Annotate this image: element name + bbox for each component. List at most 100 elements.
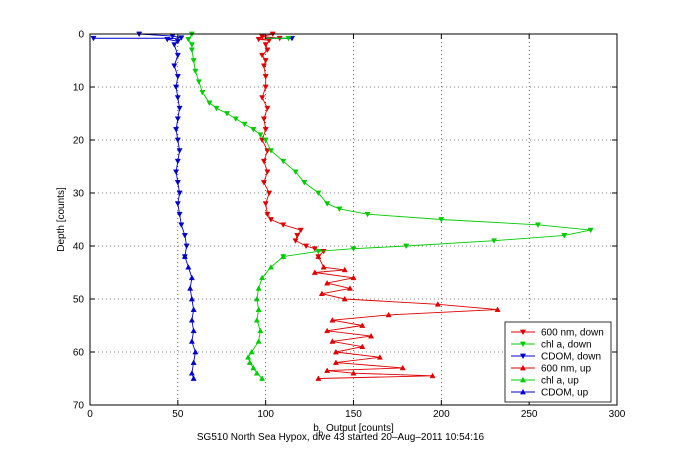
data-point [259,95,266,101]
data-point [188,370,195,376]
data-point [260,116,267,122]
x-tick-label: 200 [433,409,450,420]
data-point [176,211,183,218]
data-point [255,36,262,43]
data-point [174,180,181,186]
data-point [294,233,301,239]
data-point [173,127,180,133]
data-point [297,227,304,234]
data-point [332,359,339,365]
data-point [491,238,498,244]
data-point [181,253,188,259]
data-point [350,370,357,376]
legend-marker [519,364,527,371]
data-point [324,327,331,334]
data-point [188,47,195,54]
data-point [174,74,181,80]
data-point [376,354,383,360]
data-point [223,111,231,117]
data-point [232,116,239,122]
data-point [185,36,192,43]
data-point [534,222,541,228]
data-point [280,222,287,228]
data-point [190,375,197,381]
data-point [250,364,257,371]
outlier-group [265,35,292,42]
legend-marker [519,341,527,348]
data-point [188,274,195,281]
data-point [324,367,331,373]
series-chl-a-down [185,31,594,260]
data-point [185,264,192,270]
series-layer [90,31,594,381]
data-point [429,372,436,379]
data-point [587,227,594,234]
x-tick-label: 250 [521,409,538,420]
x-tick-label: 150 [345,409,362,420]
data-point [359,343,366,350]
data-point [350,246,357,252]
data-point [250,127,257,133]
x-tick-label: 0 [87,409,93,420]
data-point [264,105,271,112]
data-point [267,264,274,270]
data-point [206,100,213,107]
series-line [187,33,591,258]
data-point [315,375,322,381]
legend-marker [519,353,527,360]
data-point [253,295,260,302]
legend-label: CDOM, down [541,352,601,363]
y-tick-label: 70 [73,401,85,412]
data-point [292,169,299,175]
data-point [280,158,287,165]
dive-caption: SG510 North Sea Hypox, dive 43 started 2… [196,432,485,443]
legend-marker [519,376,527,383]
data-point [266,190,273,197]
y-tick-label: 40 [73,242,85,253]
y-tick-label: 60 [73,348,85,359]
data-point [311,246,318,252]
data-point [190,306,197,312]
data-point [253,317,260,323]
data-point [329,338,336,344]
legend-label: 600 nm, down [541,328,604,339]
data-point [190,359,197,365]
data-point [173,84,180,91]
data-point [174,158,181,165]
data-point [199,89,206,96]
data-point [188,42,195,48]
data-point [192,348,199,355]
y-tick-label: 30 [73,189,85,200]
data-point [262,84,269,91]
data-point [259,274,266,281]
data-point [264,169,271,175]
outlier-point [90,35,97,42]
data-point [311,269,318,275]
data-point [262,74,269,80]
data-point [341,266,348,273]
data-point [346,285,354,291]
data-point [259,375,266,381]
data-point [190,58,197,64]
data-point [368,332,375,339]
x-tick-label: 50 [172,409,184,420]
data-point [315,190,322,197]
data-point [267,148,274,154]
data-point [174,201,181,207]
legend-label: chl a, up [541,376,579,387]
data-point [188,317,195,323]
data-point [257,327,264,334]
outlier-point [285,35,292,42]
y-tick-label: 0 [78,30,84,41]
data-point [259,34,266,40]
data-point [359,322,366,328]
data-point [315,248,322,255]
data-point [241,121,248,128]
data-point [292,238,299,244]
data-point [183,243,190,250]
data-point [329,317,336,323]
data-point [173,169,180,175]
data-point [178,222,185,228]
data-point [259,52,266,59]
